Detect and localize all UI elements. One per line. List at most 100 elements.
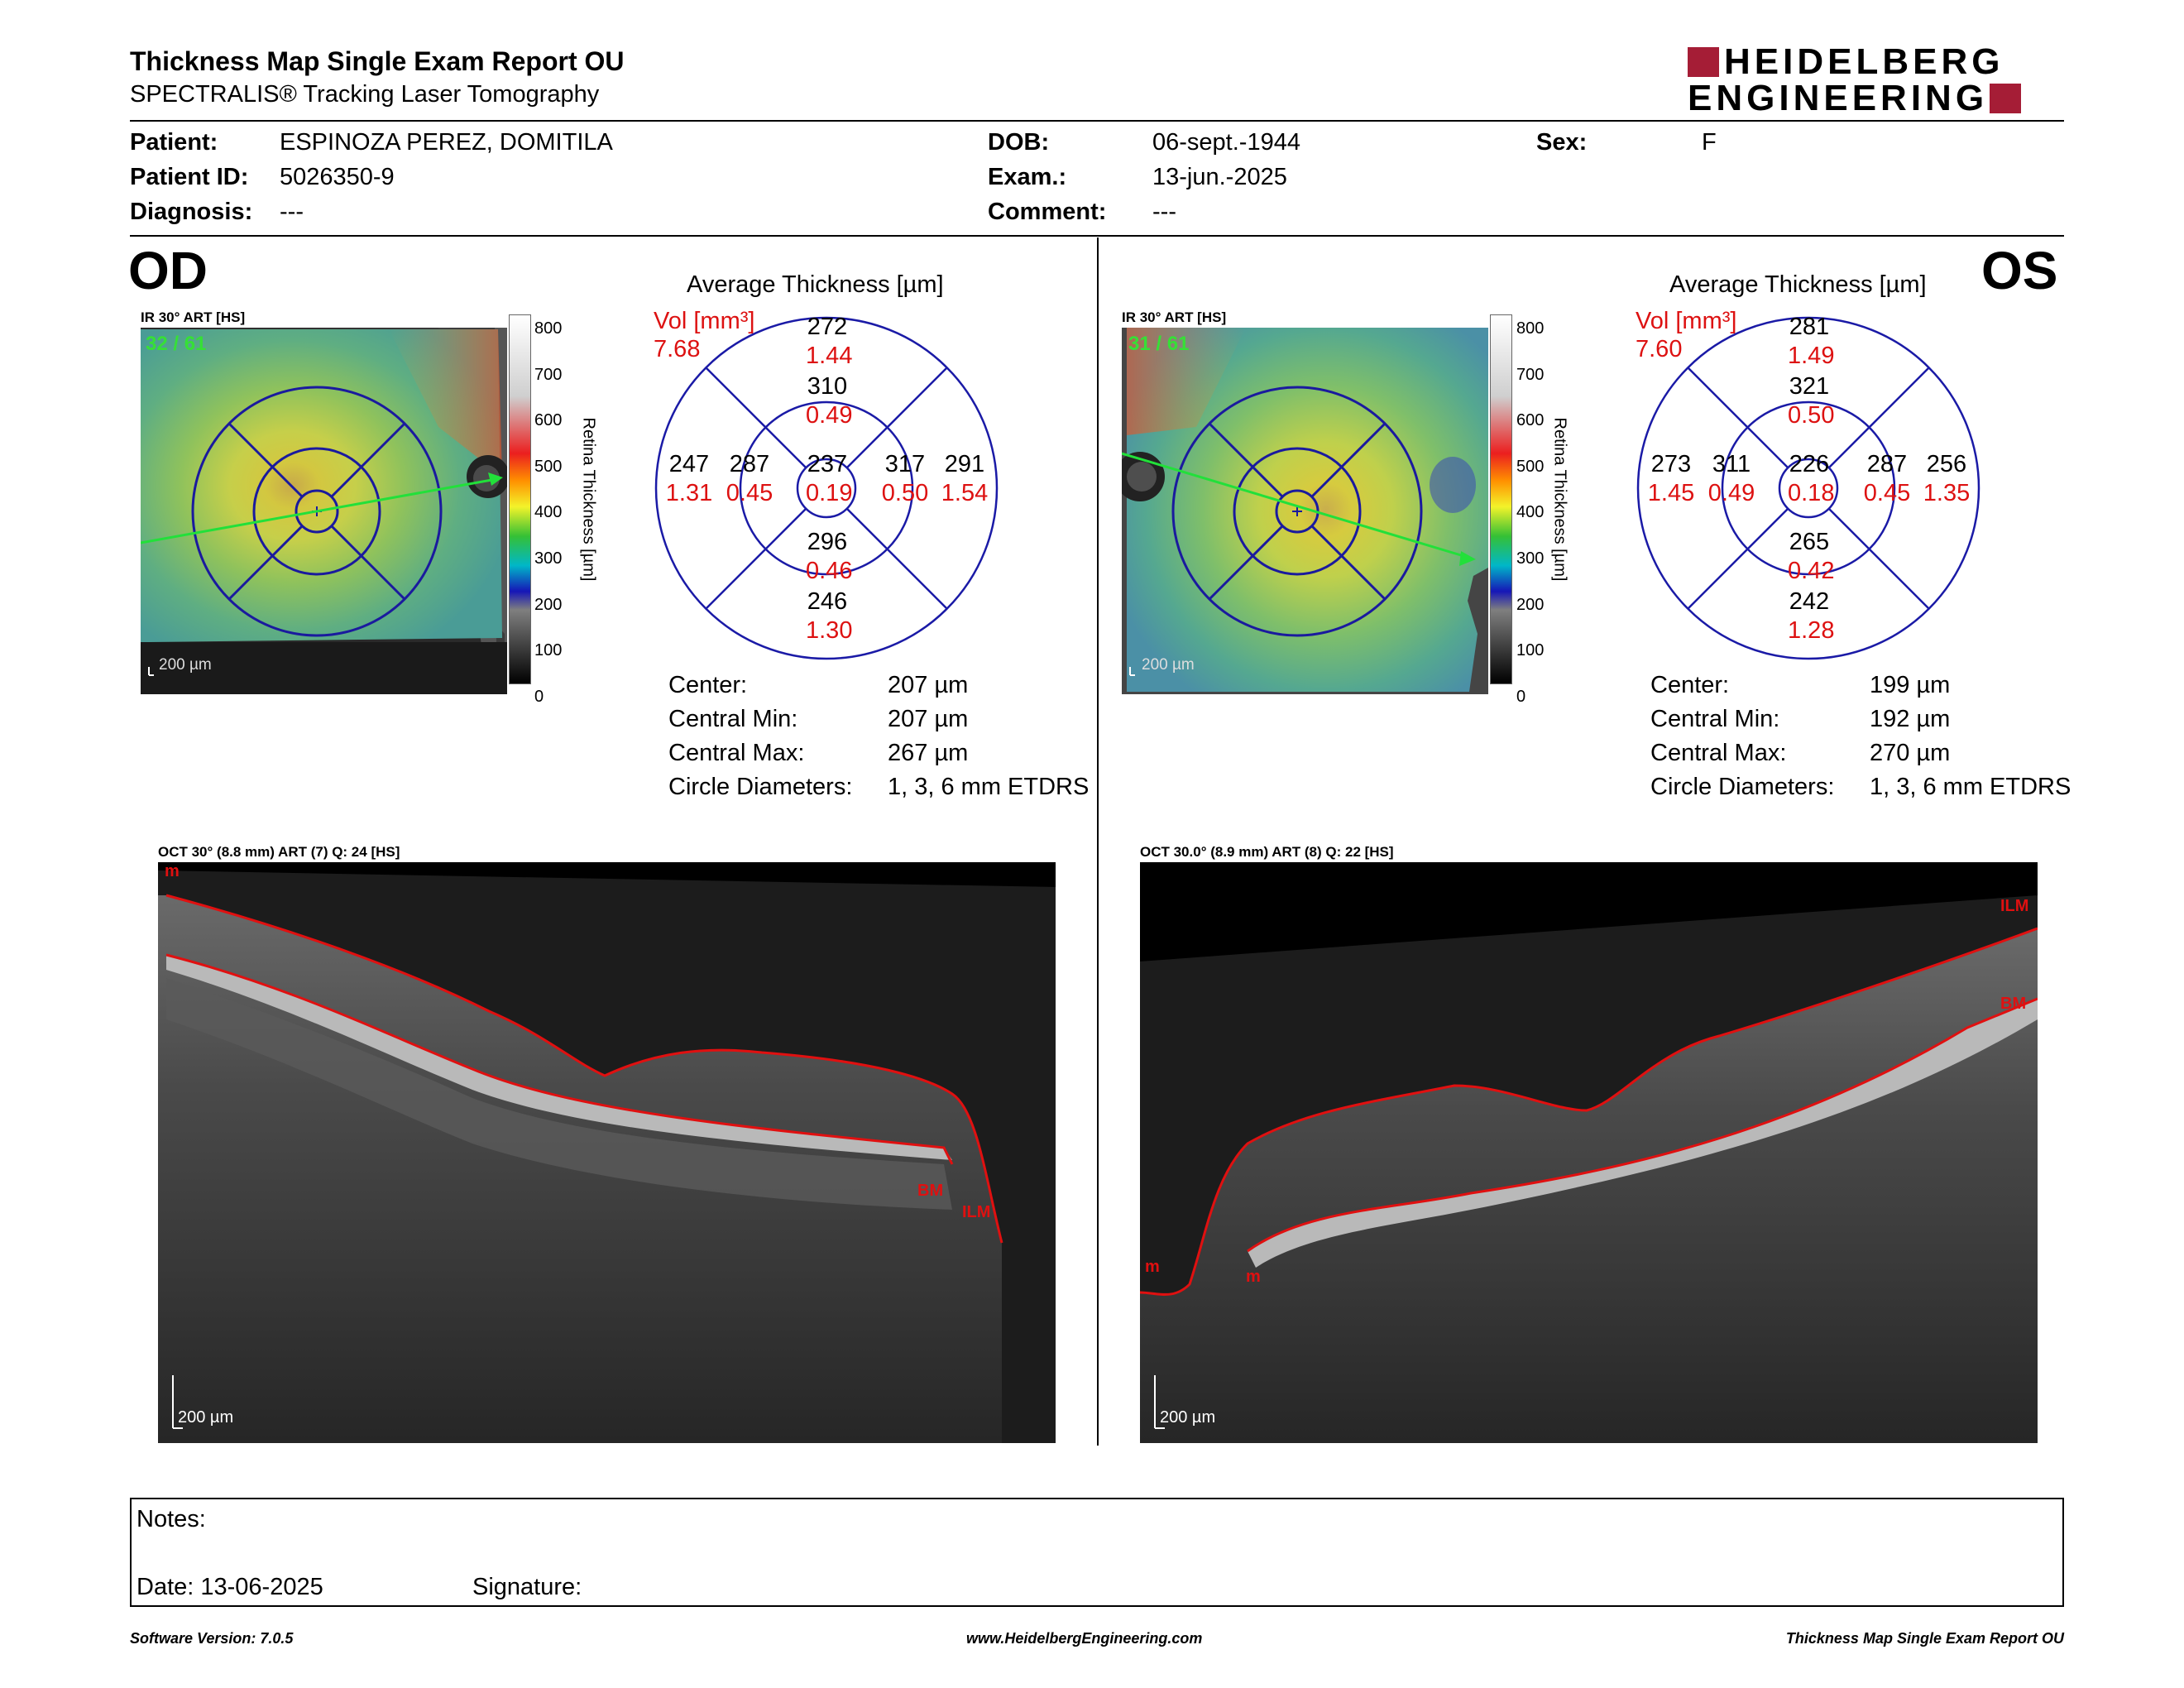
scale-tick-700: 700	[1516, 365, 1545, 384]
thickness-value: 272	[807, 314, 848, 340]
od-outer-right: 291 1.54	[938, 450, 991, 508]
dob-value: 06-sept.-1944	[1152, 129, 1300, 156]
comment-value: ---	[1152, 199, 1176, 225]
scale-tick-600: 600	[534, 411, 563, 430]
thickness-value: 310	[807, 373, 848, 400]
notes-label: Notes:	[136, 1506, 206, 1532]
od-inner-right: 317 0.50	[879, 450, 932, 508]
scale-tick-400: 400	[534, 503, 563, 522]
thickness-value: 247	[668, 451, 710, 477]
thickness-value: 226	[1789, 451, 1830, 477]
od-etdrs-grid	[654, 316, 999, 660]
os-outer-right: 256 1.35	[1920, 450, 1973, 508]
os-ir-label: IR 30° ART [HS]	[1122, 309, 1227, 325]
os-inner-bottom: 265 0.42	[1788, 528, 1835, 586]
volume-value: 1.45	[1647, 480, 1695, 506]
volume-value: 0.46	[806, 558, 853, 584]
volume-value: 0.50	[1788, 402, 1835, 429]
od-vol-label: Vol [mm³]	[654, 308, 755, 334]
volume-value: 1.44	[806, 343, 853, 369]
od-stat-label: Circle Diameters:	[668, 774, 853, 800]
volume-value: 0.49	[806, 402, 853, 429]
scale-tick-400: 400	[1516, 503, 1545, 522]
report-subtitle: SPECTRALIS® Tracking Laser Tomography	[130, 81, 600, 108]
volume-value: 1.35	[1923, 480, 1971, 506]
eye-label-od: OD	[128, 241, 208, 300]
od-stat-label: Central Max:	[668, 740, 805, 766]
os-outer-left: 273 1.45	[1645, 450, 1698, 508]
volume-value: 0.42	[1788, 558, 1835, 584]
logo-square-icon	[1990, 84, 2022, 113]
os-fundus-thickness-map	[1122, 328, 1488, 694]
thickness-value: 287	[729, 451, 770, 477]
os-frame-count: 31 / 61	[1128, 333, 1190, 355]
footer-report-name: Thickness Map Single Exam Report OU	[1785, 1630, 2064, 1647]
sex-label: Sex:	[1536, 129, 1588, 156]
od-scale-ticks	[529, 314, 530, 683]
thickness-value: 296	[807, 529, 848, 555]
report-title: Thickness Map Single Exam Report OU	[130, 46, 625, 76]
exam-label: Exam.:	[988, 164, 1067, 190]
od-ir-label: IR 30° ART [HS]	[141, 309, 246, 325]
volume-value: 1.28	[1788, 617, 1835, 644]
thickness-value: 287	[1866, 451, 1908, 477]
os-oct-bscan: m m ILM BM 200 µm	[1140, 862, 2038, 1443]
od-stats-values: 207 µm 207 µm 267 µm 1, 3, 6 mm ETDRS	[888, 669, 1089, 804]
os-etdrs-grid	[1636, 316, 1980, 660]
scale-tick-600: 600	[1516, 411, 1545, 430]
od-outer-left: 247 1.31	[663, 450, 716, 508]
od-oct-label: OCT 30° (8.8 mm) ART (7) Q: 24 [HS]	[158, 844, 400, 860]
os-layer-bm: BM	[2000, 995, 2027, 1013]
od-vol-total: 7.68	[654, 336, 701, 362]
od-fundus-scalebar: 200 µm	[159, 656, 212, 674]
patient-label: Patient:	[130, 129, 218, 156]
os-fundus-scalebar: 200 µm	[1142, 656, 1195, 674]
volume-value: 0.49	[1707, 480, 1755, 506]
od-outer-top: 272 1.44	[806, 313, 853, 371]
thickness-value: 291	[944, 451, 985, 477]
od-fundus-thickness-map	[141, 328, 507, 694]
patient-id: 5026350-9	[280, 164, 395, 190]
od-layer-m: m	[165, 862, 180, 880]
os-center: 226 0.18	[1788, 450, 1834, 508]
logo-line2: ENGINEERING	[1688, 78, 1989, 118]
od-frame-count: 32 / 61	[146, 333, 207, 355]
eye-label-os: OS	[1981, 241, 2058, 300]
os-oct-scalebar: 200 µm	[1160, 1408, 1216, 1427]
scale-tick-300: 300	[534, 549, 563, 568]
od-layer-ilm: ILM	[962, 1203, 991, 1221]
volume-value: 1.30	[806, 617, 853, 644]
thickness-value: 265	[1789, 529, 1830, 555]
logo-square-icon	[1688, 47, 1719, 77]
os-grid-title: Average Thickness [µm]	[1669, 271, 1927, 298]
heidelberg-logo: HEIDELBERG ENGINEERING	[1688, 44, 2068, 118]
os-vol-total: 7.60	[1636, 336, 1683, 362]
od-stat-label: Center:	[668, 672, 748, 698]
thickness-value: 242	[1789, 588, 1830, 615]
volume-value: 0.19	[806, 480, 853, 506]
volume-value: 0.45	[1863, 480, 1911, 506]
scale-tick-100: 100	[1516, 641, 1545, 660]
od-inner-bottom: 296 0.46	[806, 528, 853, 586]
website-link[interactable]: www.HeidelbergEngineering.com	[966, 1630, 1203, 1647]
notes-box[interactable]: Notes: Date: 13-06-2025 Signature:	[130, 1498, 2064, 1607]
thickness-value: 317	[884, 451, 926, 477]
volume-value: 1.31	[665, 480, 713, 506]
os-inner-right: 287 0.45	[1861, 450, 1913, 508]
os-stats-values: 199 µm 192 µm 270 µm 1, 3, 6 mm ETDRS	[1870, 669, 2071, 804]
od-stat-value: 207 µm	[888, 706, 969, 732]
scale-tick-800: 800	[534, 319, 563, 338]
od-stat-label: Central Min:	[668, 706, 798, 732]
os-stat-value: 199 µm	[1870, 672, 1951, 698]
scale-tick-500: 500	[534, 457, 563, 476]
eye-divider	[1097, 237, 1099, 1446]
exam-value: 13-jun.-2025	[1152, 164, 1287, 190]
software-version: Software Version: 7.0.5	[130, 1630, 294, 1647]
thickness-value: 273	[1650, 451, 1692, 477]
os-layer-ilm: ILM	[2000, 897, 2029, 915]
od-stat-value: 207 µm	[888, 672, 969, 698]
signature-label: Signature:	[472, 1574, 582, 1600]
thickness-value: 237	[807, 451, 848, 477]
thickness-value: 256	[1926, 451, 1967, 477]
os-scale-tick-labels: 800 700 600 500 400 300 200 100 0	[1516, 306, 1544, 720]
